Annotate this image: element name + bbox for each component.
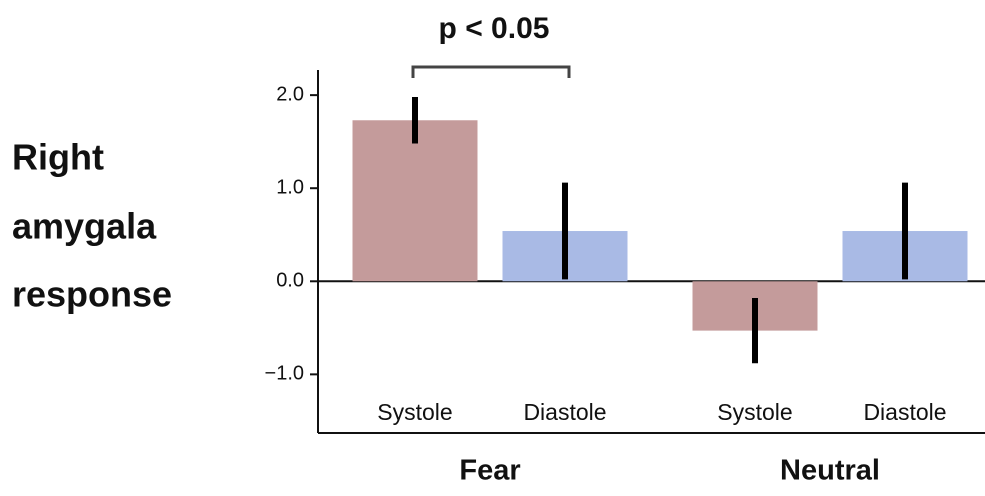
y-tick-label: 2.0 bbox=[276, 83, 304, 105]
x-tick-label: Systole bbox=[377, 399, 452, 425]
bar bbox=[352, 120, 478, 282]
y-axis-label: Right bbox=[12, 137, 104, 178]
y-tick-label: 0.0 bbox=[276, 270, 304, 292]
y-axis-label: amygala bbox=[12, 206, 157, 247]
group-label: Fear bbox=[459, 455, 520, 487]
x-tick-label: Diastole bbox=[863, 399, 946, 425]
y-axis-label: response bbox=[12, 274, 172, 315]
group-label: Neutral bbox=[780, 455, 880, 487]
x-tick-label: Systole bbox=[717, 399, 792, 425]
x-tick-label: Diastole bbox=[523, 399, 606, 425]
significance-bracket bbox=[411, 65, 571, 78]
y-tick-label: 1.0 bbox=[276, 176, 304, 198]
annotation: p < 0.05 bbox=[439, 12, 550, 45]
y-tick-label: −1.0 bbox=[265, 363, 304, 385]
